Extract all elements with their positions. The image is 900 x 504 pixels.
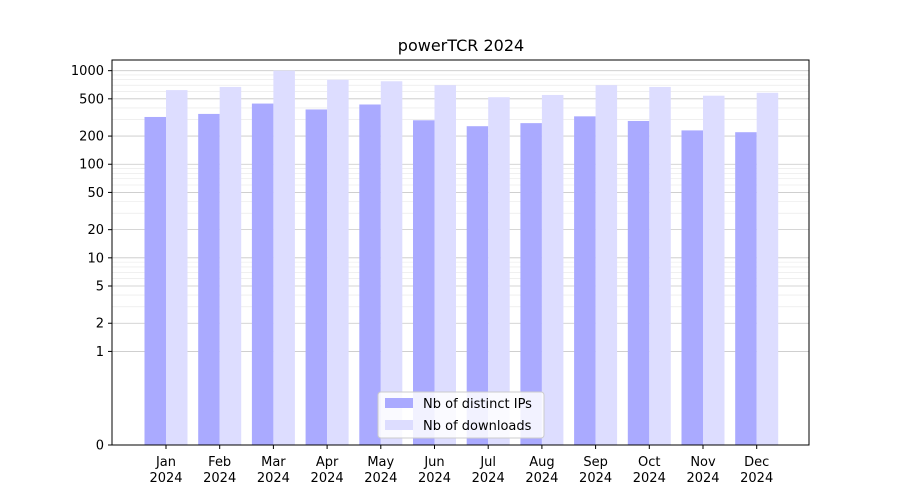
y-tick-label: 2 xyxy=(96,317,104,332)
x-tick-label: Jul 2024 xyxy=(472,455,505,486)
bar-distinct-ips xyxy=(144,116,166,446)
x-tick-label: Aug 2024 xyxy=(525,455,558,486)
legend-swatch xyxy=(385,398,413,408)
y-tick-label: 100 xyxy=(79,158,104,173)
x-tick-label: Mar 2024 xyxy=(257,455,290,486)
y-axis: 0 1 2 5 10 20 50 100 200 500 1000 xyxy=(71,64,112,454)
y-tick-label: 0 xyxy=(96,439,104,454)
legend-swatch xyxy=(385,420,413,430)
bar-distinct-ips xyxy=(520,123,542,446)
x-tick-label: Sep 2024 xyxy=(579,455,612,486)
legend-label: Nb of distinct IPs xyxy=(423,397,532,412)
bar-downloads xyxy=(703,95,725,445)
bar-downloads xyxy=(649,86,671,445)
y-tick-label: 200 xyxy=(79,130,104,145)
bar-downloads xyxy=(756,92,779,446)
bar-downloads xyxy=(541,94,564,445)
bar-distinct-ips xyxy=(305,109,328,445)
y-tick-label: 500 xyxy=(79,92,104,107)
chart-title: powerTCR 2024 xyxy=(398,36,524,55)
bar-distinct-ips xyxy=(627,120,650,445)
x-tick-label: Oct 2024 xyxy=(633,455,666,486)
bar-distinct-ips xyxy=(574,116,596,445)
x-tick-label: Nov 2024 xyxy=(686,455,719,486)
bar-distinct-ips xyxy=(735,132,757,445)
y-tick-label: 1 xyxy=(96,345,104,360)
bar-distinct-ips xyxy=(359,104,381,445)
bar-distinct-ips xyxy=(413,120,435,445)
legend: Nb of distinct IPs Nb of downloads xyxy=(377,391,545,439)
x-axis: Jan 2024 Feb 2024 Mar 2024 Apr 2024 May 2024 Jun 20… xyxy=(149,445,773,486)
bar-downloads xyxy=(595,85,618,445)
y-tick-label: 50 xyxy=(87,186,104,201)
bar-downloads xyxy=(380,81,403,446)
bar-downloads xyxy=(327,79,349,445)
x-tick-label: Jun 2024 xyxy=(418,455,451,486)
y-tick-label: 10 xyxy=(87,251,104,266)
bars-layer xyxy=(144,70,779,446)
bar-distinct-ips xyxy=(251,103,274,446)
legend-box xyxy=(377,391,545,439)
bar-downloads xyxy=(273,70,295,445)
x-tick-label: May 2024 xyxy=(364,455,397,486)
legend-label: Nb of downloads xyxy=(423,419,532,434)
plot-frame xyxy=(111,59,810,446)
bar-distinct-ips xyxy=(466,126,489,445)
bar-distinct-ips xyxy=(198,113,220,446)
y-tick-label: 1000 xyxy=(71,64,104,79)
bar-downloads xyxy=(219,86,242,445)
y-tick-label: 20 xyxy=(87,223,104,238)
bar-distinct-ips xyxy=(681,130,703,446)
y-tick-label: 5 xyxy=(96,280,104,295)
bar-downloads xyxy=(166,90,188,445)
x-tick-label: Apr 2024 xyxy=(311,455,344,486)
x-tick-label: Feb 2024 xyxy=(203,455,236,486)
x-tick-label: Dec 2024 xyxy=(740,455,773,486)
x-tick-label: Jan 2024 xyxy=(149,455,182,486)
bar-downloads xyxy=(434,85,456,445)
bar-downloads xyxy=(488,97,510,445)
